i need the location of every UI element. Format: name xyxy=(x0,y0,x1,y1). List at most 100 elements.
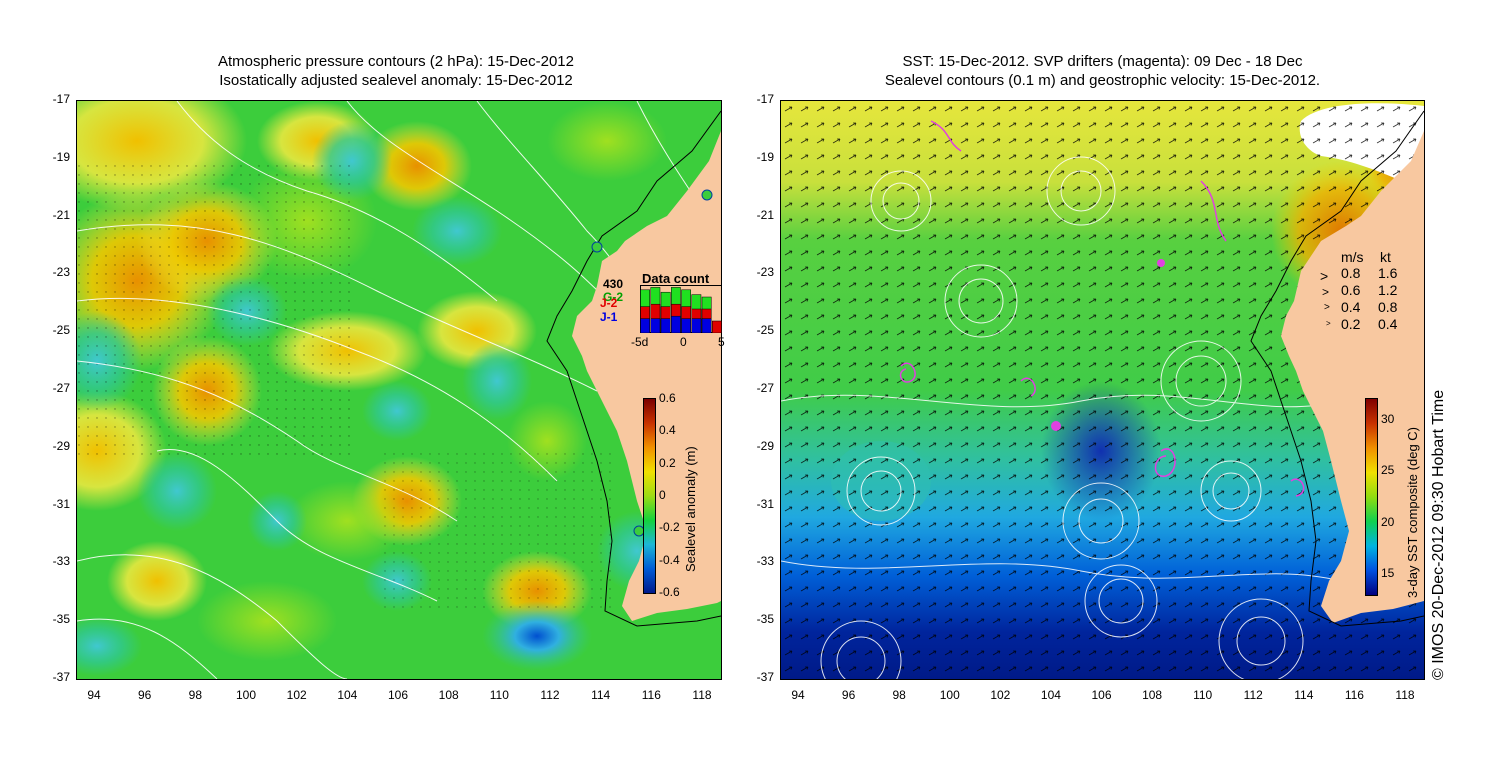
data-count-label-j1: J-1 xyxy=(600,310,618,324)
x-tick-label: 102 xyxy=(990,688,1011,702)
velocity-legend-kt: 0.8 xyxy=(1378,299,1398,315)
y-tick-label: -37 xyxy=(756,670,774,684)
sst-colorbar-tick: 15 xyxy=(1381,566,1395,581)
sealevel-colorbar-tick: 0.6 xyxy=(659,391,676,405)
sealevel-colorbar-tick: -0.4 xyxy=(659,552,680,567)
y-tick-label: -19 xyxy=(756,149,774,164)
x-tick-label: 106 xyxy=(387,688,409,702)
x-tick-label: 114 xyxy=(591,688,611,702)
sst-svg xyxy=(781,101,1424,679)
data-count-title: Data count xyxy=(642,271,710,286)
data-count-bar-blue xyxy=(691,318,702,333)
sealevel-colorbar xyxy=(643,398,656,594)
velocity-arrow-icon: > xyxy=(1326,319,1331,328)
x-tick-label: 114 xyxy=(1294,688,1314,702)
x-tick-label: 96 xyxy=(841,688,856,702)
right-title-line1: SST: 15-Dec-2012. SVP drifters (magenta)… xyxy=(902,53,1303,70)
sst-map[interactable] xyxy=(780,100,1425,680)
velocity-arrow-icon: > xyxy=(1324,302,1330,313)
y-tick-label: -37 xyxy=(52,670,70,684)
right-title-line2: Sealevel contours (0.1 m) and geostrophi… xyxy=(884,72,1321,89)
x-tick-label: 104 xyxy=(337,688,358,702)
data-count-bar-blue xyxy=(681,318,691,333)
x-tick-label: 112 xyxy=(540,688,560,702)
velocity-legend-kt: 1.6 xyxy=(1378,265,1398,281)
y-tick-label: -21 xyxy=(756,207,774,222)
y-tick-label: -17 xyxy=(52,92,70,106)
y-tick-label: -27 xyxy=(52,381,70,395)
y-tick-label: -23 xyxy=(756,265,774,280)
y-tick-label: -25 xyxy=(756,323,774,338)
x-tick-label: 98 xyxy=(188,688,202,702)
y-tick-label: -29 xyxy=(756,438,774,453)
left-title-line2: Isostatically adjusted sealevel anomaly:… xyxy=(219,72,573,89)
x-tick-label: 94 xyxy=(87,688,101,702)
velocity-arrow-icon: > xyxy=(1320,268,1329,284)
y-tick-label: -17 xyxy=(756,92,774,106)
velocity-legend-ms: 0.2 xyxy=(1341,316,1361,332)
x-tick-label: 110 xyxy=(489,688,509,702)
x-tick-label: 118 xyxy=(1395,688,1415,702)
x-tick-label: 116 xyxy=(1344,688,1364,702)
y-tick-label: -25 xyxy=(52,323,70,338)
data-count-xtick-0: 0 xyxy=(680,335,687,349)
x-tick-label: 100 xyxy=(939,688,960,702)
velocity-legend-kt: 1.2 xyxy=(1378,282,1398,298)
y-tick-label: -19 xyxy=(52,149,70,164)
y-tick-label: -21 xyxy=(52,207,70,222)
data-count-bar-red xyxy=(712,320,722,333)
data-count-chart xyxy=(640,285,722,333)
data-count-label-j2: J-2 xyxy=(600,296,618,310)
velocity-legend-kt: 0.4 xyxy=(1378,316,1398,332)
sealevel-colorbar-tick: -0.6 xyxy=(659,585,680,599)
data-count-bar-blue xyxy=(640,318,650,333)
sst-colorbar-tick: 20 xyxy=(1381,514,1395,529)
velocity-legend-header-ms: m/s xyxy=(1341,249,1364,265)
sealevel-colorbar-label: Sealevel anomaly (m) xyxy=(683,446,698,572)
x-tick-label: 96 xyxy=(137,688,152,702)
x-tick-label: 102 xyxy=(286,688,307,702)
data-count-xtick-neg5: -5d xyxy=(631,335,649,349)
y-tick-label: -33 xyxy=(756,554,774,569)
y-tick-label: -23 xyxy=(52,265,70,280)
x-tick-label: 94 xyxy=(791,688,805,702)
sealevel-anomaly-svg xyxy=(77,101,721,679)
sst-colorbar-tick: 30 xyxy=(1381,411,1395,426)
data-count-xtick-5: 5 xyxy=(718,335,725,349)
x-tick-label: 100 xyxy=(235,688,257,702)
velocity-legend-header-kt: kt xyxy=(1380,249,1391,265)
velocity-legend-ms: 0.8 xyxy=(1341,265,1361,281)
y-tick-label: -29 xyxy=(52,438,70,453)
x-tick-label: 106 xyxy=(1091,688,1112,702)
velocity-arrow-icon: > xyxy=(1322,285,1330,299)
sealevel-colorbar-tick: 0.2 xyxy=(659,455,676,470)
sealevel-colorbar-tick: -0.2 xyxy=(659,520,680,535)
data-count-bar-blue xyxy=(660,318,671,333)
data-count-bar-blue xyxy=(671,315,681,333)
x-tick-label: 98 xyxy=(892,688,906,702)
x-tick-label: 108 xyxy=(438,688,459,702)
y-tick-label: -31 xyxy=(756,496,774,511)
x-tick-label: 112 xyxy=(1243,688,1263,702)
x-tick-label: 104 xyxy=(1040,688,1061,702)
y-tick-label: -27 xyxy=(756,381,774,395)
x-tick-label: 110 xyxy=(1193,688,1213,702)
x-tick-label: 108 xyxy=(1142,688,1163,702)
sealevel-anomaly-map[interactable] xyxy=(76,100,722,680)
x-tick-label: 118 xyxy=(692,688,712,702)
x-tick-label: 116 xyxy=(641,688,661,702)
y-tick-label: -31 xyxy=(52,496,70,511)
y-tick-label: -35 xyxy=(52,612,70,627)
data-count-bar-blue xyxy=(650,318,661,333)
copyright-text: © IMOS 20-Dec-2012 09:30 Hobart Time xyxy=(1430,389,1447,680)
sealevel-colorbar-tick: 0 xyxy=(659,488,666,502)
sst-colorbar-label: 3-day SST composite (deg C) xyxy=(1405,427,1420,598)
y-tick-label: -33 xyxy=(52,554,70,569)
sst-colorbar xyxy=(1365,398,1378,596)
data-count-label-g2: G-2 xyxy=(603,290,624,304)
y-tick-label: -35 xyxy=(756,612,774,627)
data-count-bar-blue xyxy=(701,318,712,333)
sealevel-colorbar-tick: 0.4 xyxy=(659,423,676,438)
velocity-legend-ms: 0.4 xyxy=(1341,299,1361,315)
data-count-value: 430 xyxy=(603,277,624,291)
